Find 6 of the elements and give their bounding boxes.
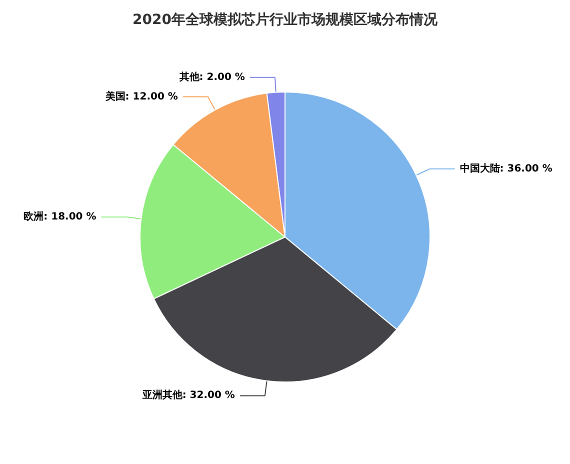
slice-label: 中国大陆: 36.00 % <box>460 162 552 174</box>
chart-title: 2020年全球模拟芯片行业市场规模区域分布情况 <box>132 11 438 28</box>
slice-label: 其他: 2.00 % <box>178 70 245 83</box>
slice-label: 欧洲: 18.00 % <box>24 210 96 222</box>
slice-label: 亚洲其他: 32.00 % <box>141 389 235 402</box>
slice-label: 美国: 12.00 % <box>104 90 178 102</box>
